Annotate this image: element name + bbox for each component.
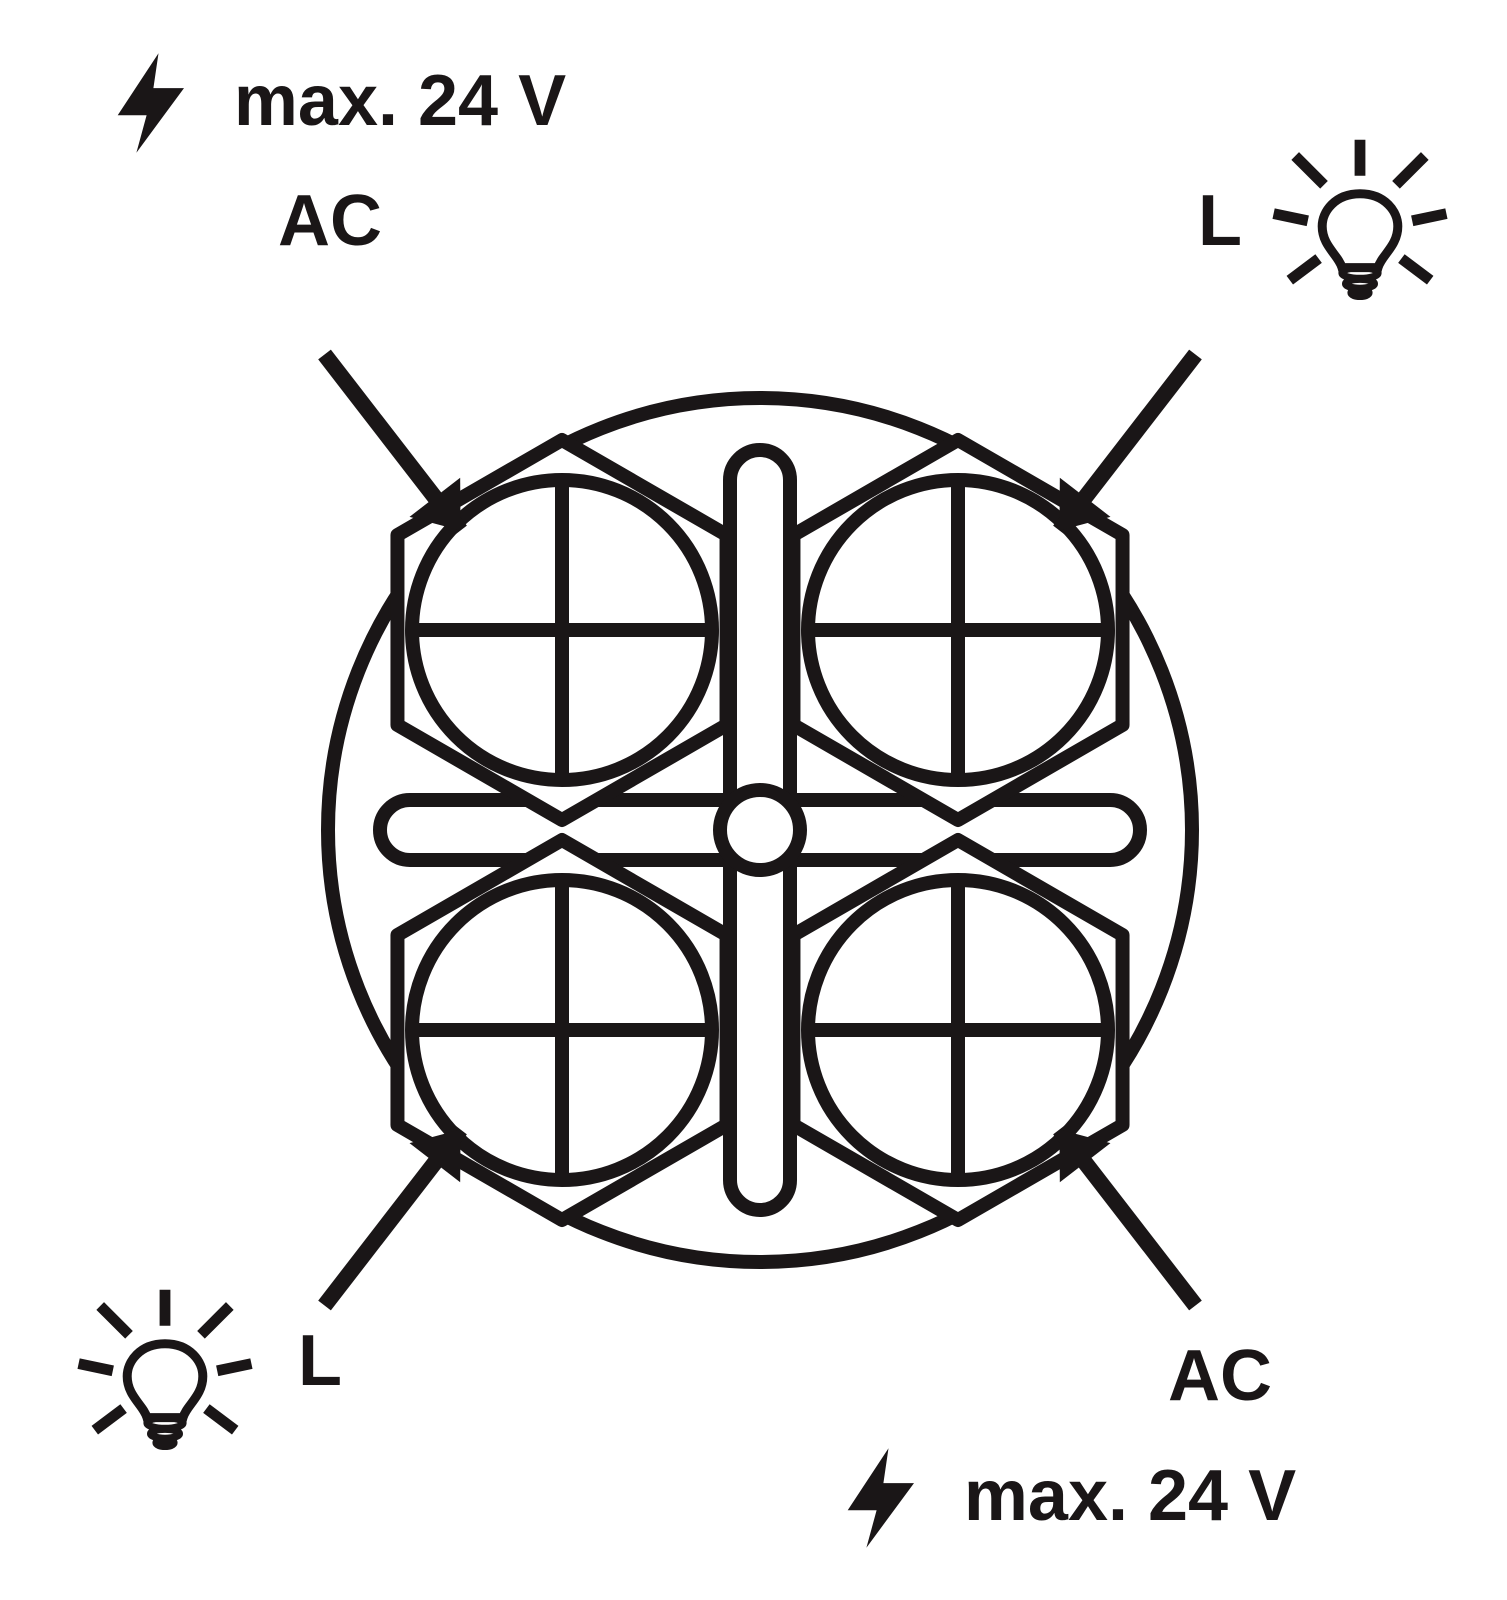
label-l-bottom: L [298,1321,342,1401]
light-icon-top [1274,140,1447,297]
light-icon-bottom [79,1290,252,1447]
label-l-top: L [1198,181,1242,261]
label-max24v-top: max. 24 V [234,61,566,141]
label-ac-top: AC [278,181,382,261]
bolt-icon-top [118,53,184,152]
label-max24v-bottom: max. 24 V [964,1456,1296,1536]
label-ac-bottom: AC [1168,1336,1272,1416]
bolt-icon-bottom [848,1448,914,1547]
terminal-wiring-diagram: AC max. 24 V L L AC max. 24 V [0,0,1507,1600]
